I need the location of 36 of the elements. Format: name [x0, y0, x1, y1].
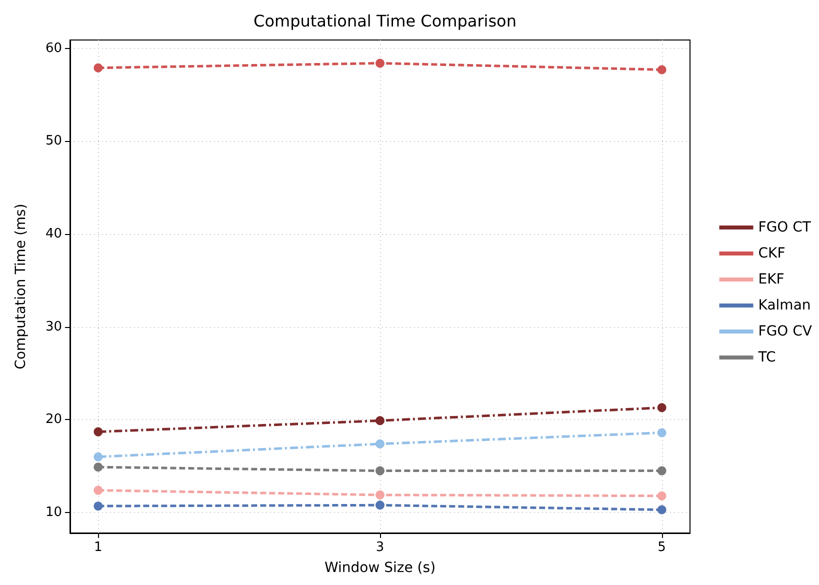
point	[376, 466, 384, 476]
point	[94, 462, 103, 472]
point	[657, 428, 666, 438]
point	[376, 500, 384, 510]
y-tick-label: 20	[45, 412, 62, 428]
point	[657, 403, 666, 412]
point	[376, 58, 384, 68]
point	[657, 505, 666, 514]
y-tick-label: 60	[45, 40, 62, 56]
chart-title: Computational Time Comparison	[254, 12, 516, 30]
x-tick-label: 5	[658, 540, 666, 555]
legend-label: FGO CV	[758, 324, 812, 340]
legend-label: EKF	[758, 272, 784, 288]
x-tick-label: 1	[94, 540, 102, 555]
point	[94, 502, 103, 511]
y-tick-label: 10	[45, 505, 62, 520]
point	[376, 416, 384, 426]
y-tick-label: 40	[45, 226, 62, 242]
point	[376, 439, 384, 448]
legend-label: TC	[757, 350, 776, 366]
point	[94, 427, 103, 436]
point	[94, 486, 103, 495]
legend-label: CKF	[758, 246, 786, 262]
point	[657, 491, 666, 500]
point	[657, 65, 666, 74]
x-axis-title: Window Size (s)	[324, 560, 436, 576]
point	[94, 63, 103, 72]
legend-label: FGO CT	[758, 220, 812, 236]
legend-label: Kalman	[758, 298, 811, 314]
y-tick-label: 50	[45, 134, 62, 149]
point	[376, 490, 384, 500]
y-tick-label: 30	[45, 319, 62, 334]
point	[657, 466, 666, 476]
x-tick-label: 3	[376, 540, 384, 555]
point	[94, 452, 103, 462]
y-axis-title: Computation Time (ms)	[13, 204, 29, 370]
